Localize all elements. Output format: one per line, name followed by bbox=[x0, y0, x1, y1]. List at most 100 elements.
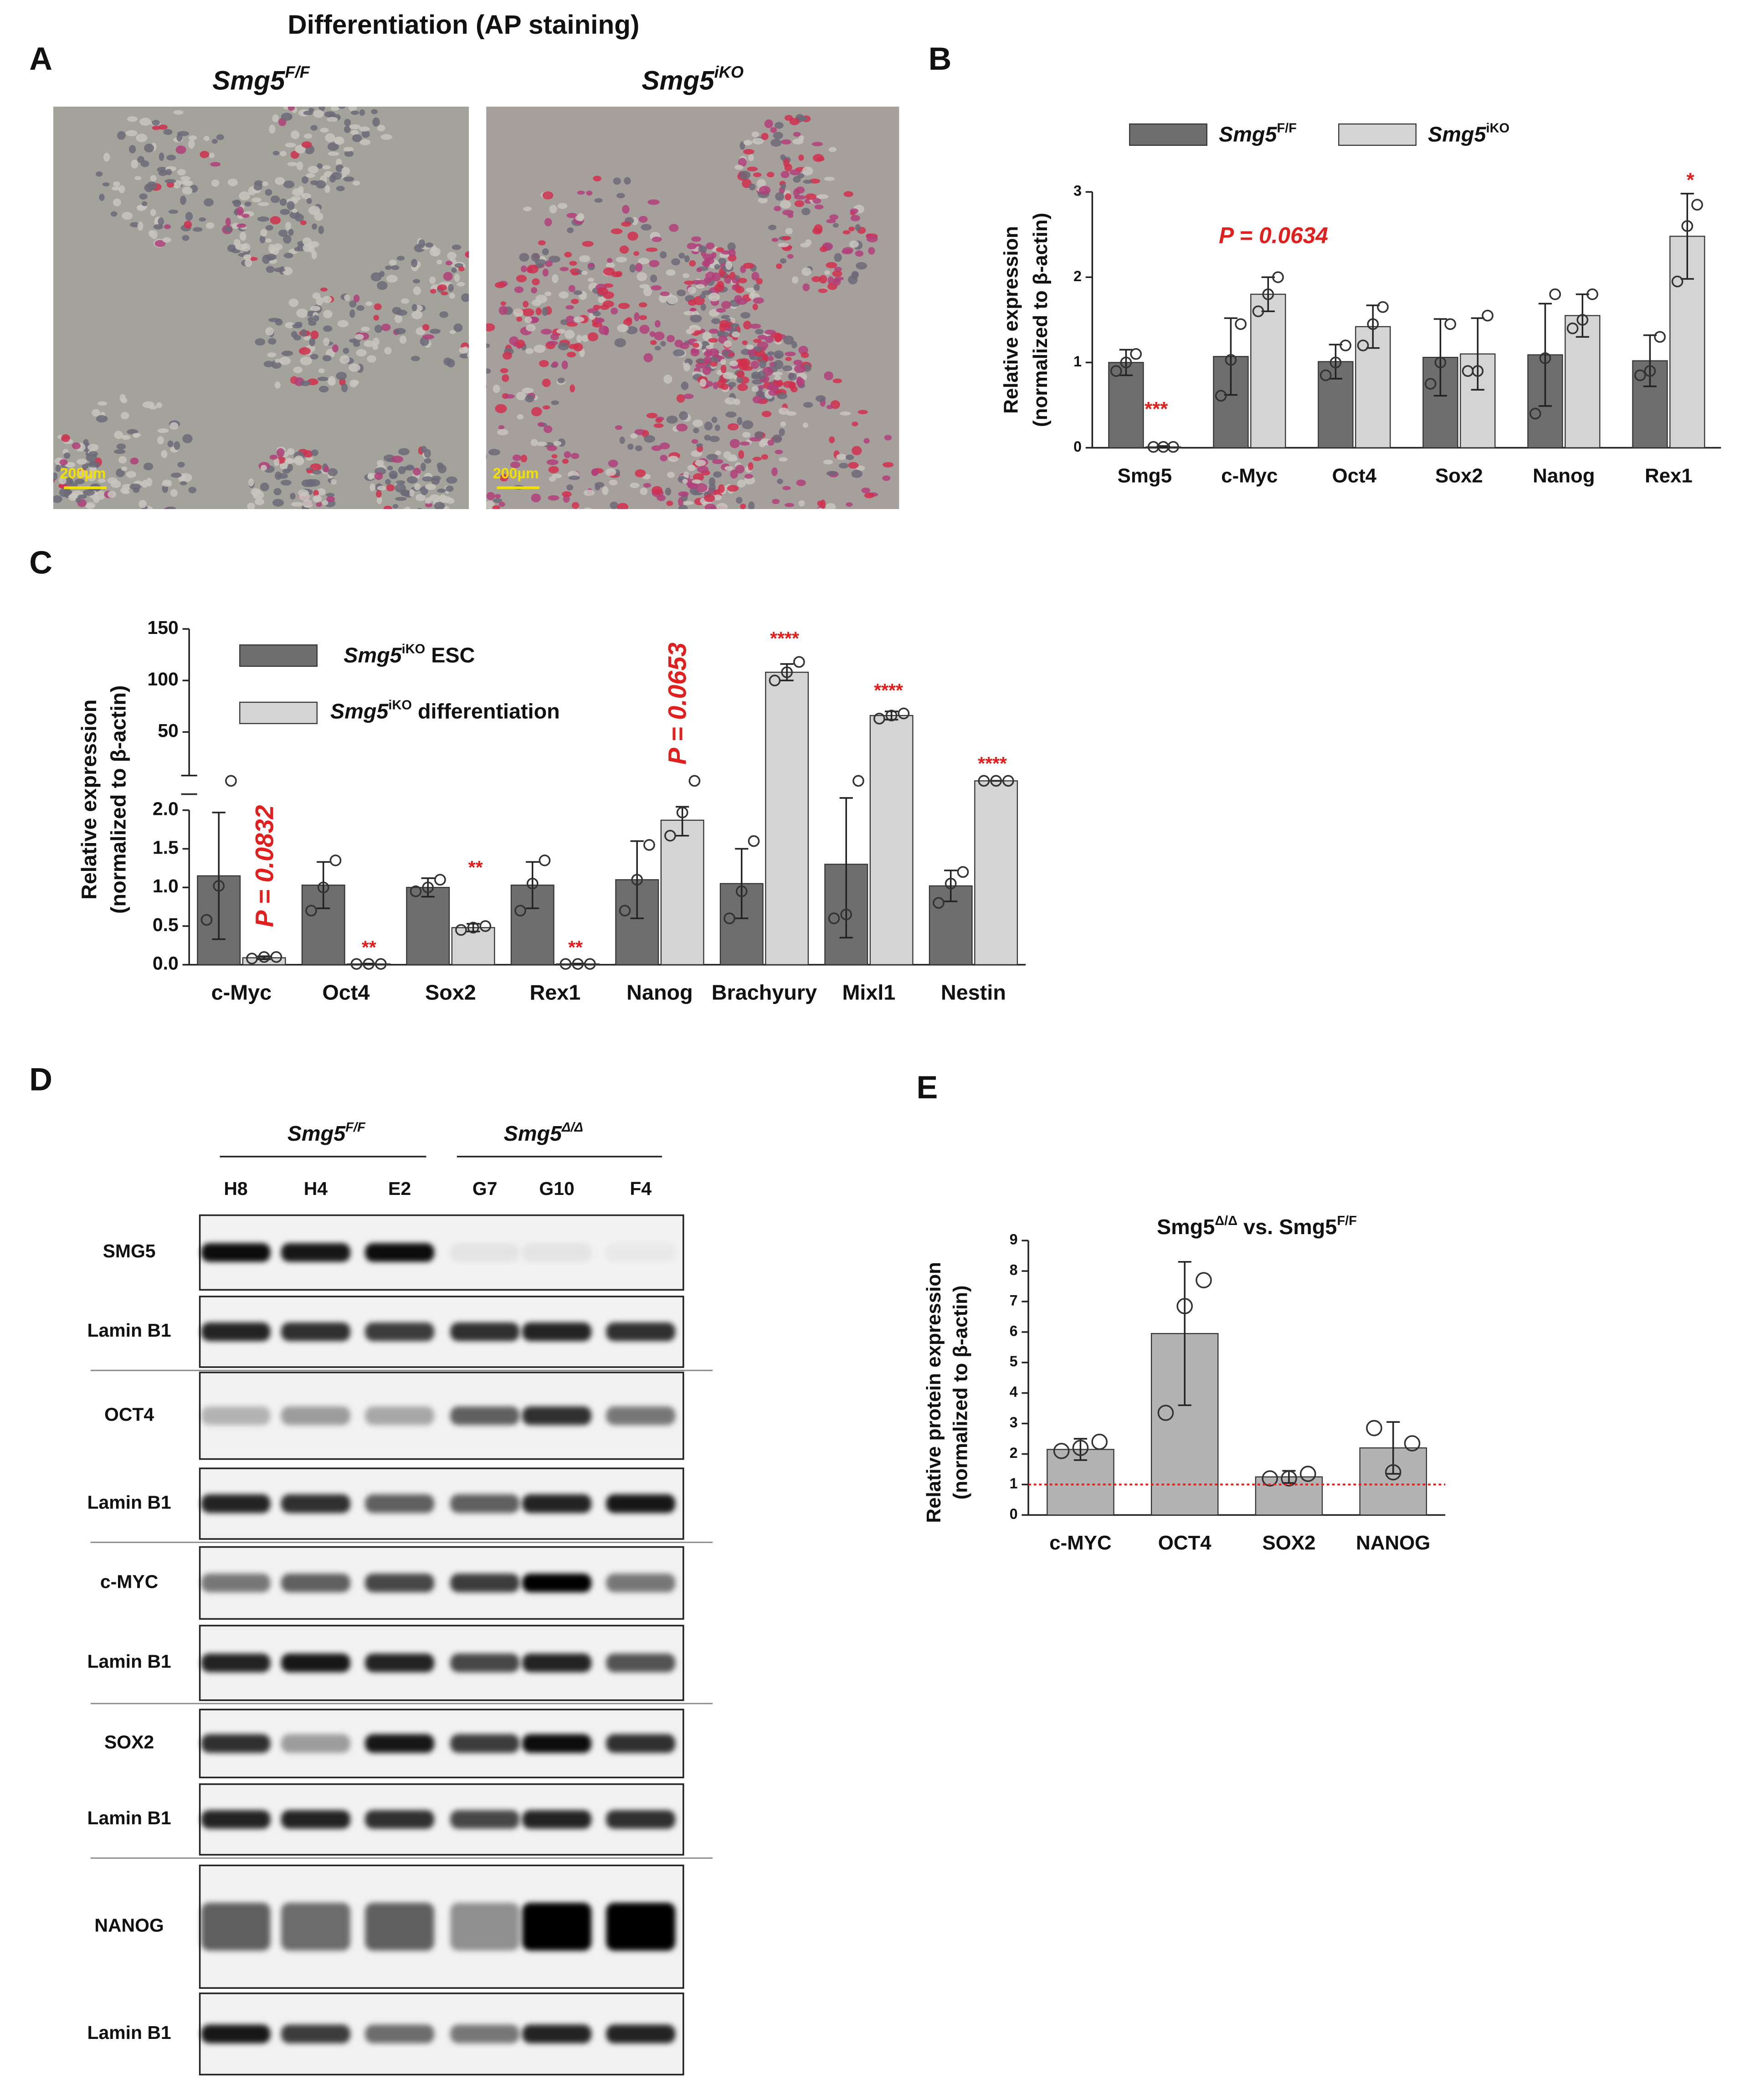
cell bbox=[654, 331, 665, 340]
cell bbox=[729, 272, 736, 280]
cell bbox=[798, 500, 805, 507]
cell bbox=[116, 443, 126, 450]
cell bbox=[308, 206, 320, 215]
cell bbox=[811, 142, 823, 146]
cell bbox=[796, 479, 806, 486]
cell bbox=[275, 177, 285, 185]
x-tick-label: Nanog bbox=[626, 981, 693, 1004]
cell bbox=[34, 503, 46, 512]
cell bbox=[655, 418, 662, 423]
cell bbox=[660, 291, 670, 296]
cell bbox=[752, 138, 764, 145]
cell bbox=[698, 245, 708, 253]
cell bbox=[546, 445, 557, 451]
cell bbox=[706, 454, 718, 460]
cell bbox=[120, 487, 129, 494]
cell bbox=[737, 383, 748, 391]
data-point bbox=[1576, 314, 1589, 326]
cell bbox=[826, 520, 836, 529]
cell bbox=[729, 323, 739, 328]
cell bbox=[248, 478, 254, 487]
cell bbox=[288, 228, 294, 236]
legend-swatch bbox=[1338, 123, 1417, 146]
annotation: **** bbox=[874, 679, 903, 700]
cell bbox=[278, 532, 290, 536]
cell bbox=[486, 385, 487, 389]
cell bbox=[820, 246, 827, 252]
cell bbox=[113, 198, 121, 206]
data-point bbox=[572, 958, 584, 970]
cell bbox=[142, 201, 148, 206]
cell bbox=[413, 279, 421, 284]
cell bbox=[801, 207, 811, 216]
cell bbox=[598, 325, 609, 335]
cell bbox=[381, 324, 391, 331]
cell bbox=[75, 497, 81, 503]
cell bbox=[551, 400, 559, 405]
cell bbox=[556, 329, 565, 334]
cell bbox=[861, 487, 871, 494]
text-part: Smg5 bbox=[1157, 1215, 1215, 1239]
cell bbox=[851, 469, 863, 478]
cell bbox=[603, 267, 615, 276]
band bbox=[522, 1494, 592, 1513]
cell bbox=[110, 510, 122, 516]
annotation: P = 0.0832 bbox=[250, 805, 278, 927]
cell bbox=[372, 117, 380, 127]
cell bbox=[801, 352, 809, 358]
cell bbox=[736, 497, 743, 504]
cell bbox=[374, 324, 383, 333]
cell bbox=[310, 354, 318, 360]
cell bbox=[323, 325, 333, 332]
cell bbox=[272, 499, 284, 507]
cell bbox=[516, 391, 526, 401]
superscript: F/F bbox=[1337, 1213, 1357, 1228]
cell bbox=[666, 269, 676, 276]
data-point bbox=[643, 839, 655, 851]
cell bbox=[322, 355, 332, 361]
cell bbox=[823, 459, 833, 465]
cell bbox=[778, 407, 789, 415]
cell bbox=[802, 283, 810, 292]
cell bbox=[781, 139, 791, 145]
cell bbox=[593, 304, 601, 310]
cell bbox=[483, 536, 495, 543]
cell bbox=[693, 419, 703, 427]
cell bbox=[473, 424, 479, 428]
cell bbox=[544, 425, 553, 433]
cell bbox=[182, 235, 190, 241]
cell bbox=[107, 477, 118, 484]
cell bbox=[287, 162, 298, 166]
data-point bbox=[526, 877, 539, 890]
cell bbox=[687, 242, 697, 250]
cell bbox=[301, 141, 312, 148]
cell bbox=[139, 193, 148, 200]
cell bbox=[276, 448, 285, 458]
cell bbox=[570, 453, 580, 459]
text-part: Smg5 bbox=[504, 1122, 562, 1145]
cell bbox=[771, 467, 778, 476]
cell bbox=[387, 465, 393, 471]
y-axis-label: (normalized to β-actin) bbox=[949, 1285, 971, 1499]
cell bbox=[380, 134, 392, 140]
cell bbox=[523, 206, 532, 211]
cell bbox=[680, 514, 686, 523]
superscript: Δ/Δ bbox=[1215, 1213, 1237, 1228]
cell bbox=[476, 456, 482, 462]
cell bbox=[500, 368, 508, 373]
annotation: **** bbox=[978, 753, 1007, 774]
cell bbox=[447, 252, 457, 260]
cell bbox=[336, 372, 347, 381]
cell bbox=[260, 482, 269, 491]
cell bbox=[770, 127, 777, 133]
lane-label: G7 bbox=[472, 1178, 498, 1199]
cell bbox=[303, 134, 313, 139]
blot-frame bbox=[199, 1992, 684, 2076]
cell bbox=[724, 466, 734, 471]
cell bbox=[486, 492, 495, 500]
y-axis-label: Relative expression bbox=[1000, 226, 1022, 414]
cell bbox=[824, 176, 835, 181]
cell bbox=[789, 118, 800, 125]
cell bbox=[571, 502, 580, 509]
cell bbox=[771, 237, 779, 242]
